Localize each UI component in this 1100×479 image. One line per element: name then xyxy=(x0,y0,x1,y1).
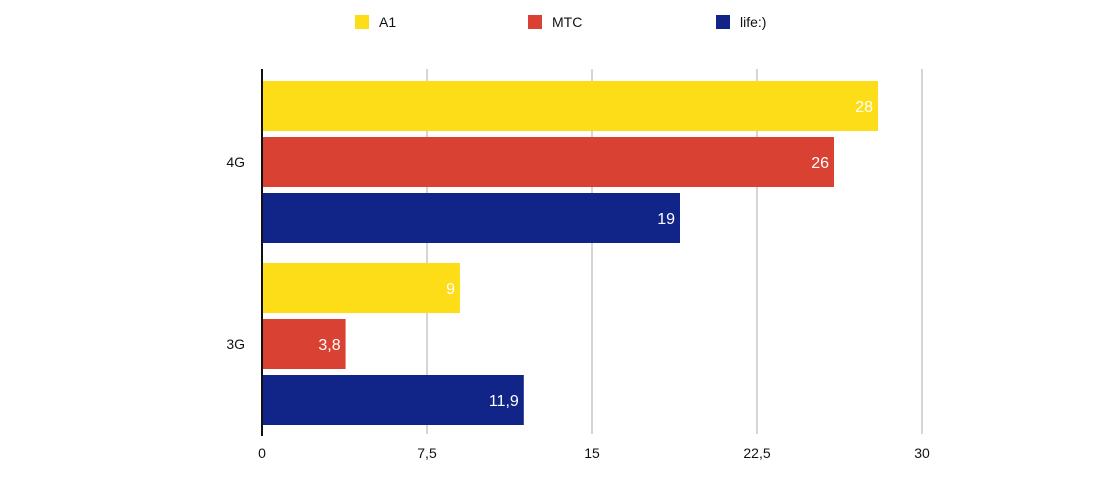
legend-label-a1: A1 xyxy=(379,14,397,30)
legend: A1 MTC life:) xyxy=(0,14,1100,36)
x-tick-label: 15 xyxy=(584,445,600,461)
legend-label-mtc: MTC xyxy=(552,14,583,30)
legend-label-life: life:) xyxy=(740,14,767,30)
legend-swatch-a1 xyxy=(355,15,369,29)
bar-life-3g xyxy=(262,375,524,425)
bar-value-label: 11,9 xyxy=(489,393,519,410)
bar-mtc-3g xyxy=(262,319,346,369)
category-label: 4G xyxy=(226,154,245,170)
legend-swatch-mtc xyxy=(528,15,542,29)
bar-a1-3g xyxy=(262,263,460,313)
x-tick-label: 0 xyxy=(258,445,266,461)
legend-item-mtc: MTC xyxy=(528,14,582,30)
legend-swatch-life xyxy=(716,15,730,29)
x-tick-label: 7,5 xyxy=(417,445,437,461)
category-label: 3G xyxy=(226,336,245,352)
bar-a1-4g xyxy=(262,81,878,131)
bar-value-label: 28 xyxy=(855,99,873,116)
legend-item-life: life:) xyxy=(716,14,766,30)
bar-value-label: 19 xyxy=(657,211,675,228)
bar-life-4g xyxy=(262,193,680,243)
bar-mtc-4g xyxy=(262,137,834,187)
bar-value-label: 3,8 xyxy=(318,337,340,354)
bar-value-label: 9 xyxy=(446,281,455,298)
bar-value-label: 26 xyxy=(811,155,829,172)
x-tick-label: 22,5 xyxy=(743,445,770,461)
legend-item-a1: A1 xyxy=(355,14,396,30)
x-tick-label: 30 xyxy=(914,445,930,461)
